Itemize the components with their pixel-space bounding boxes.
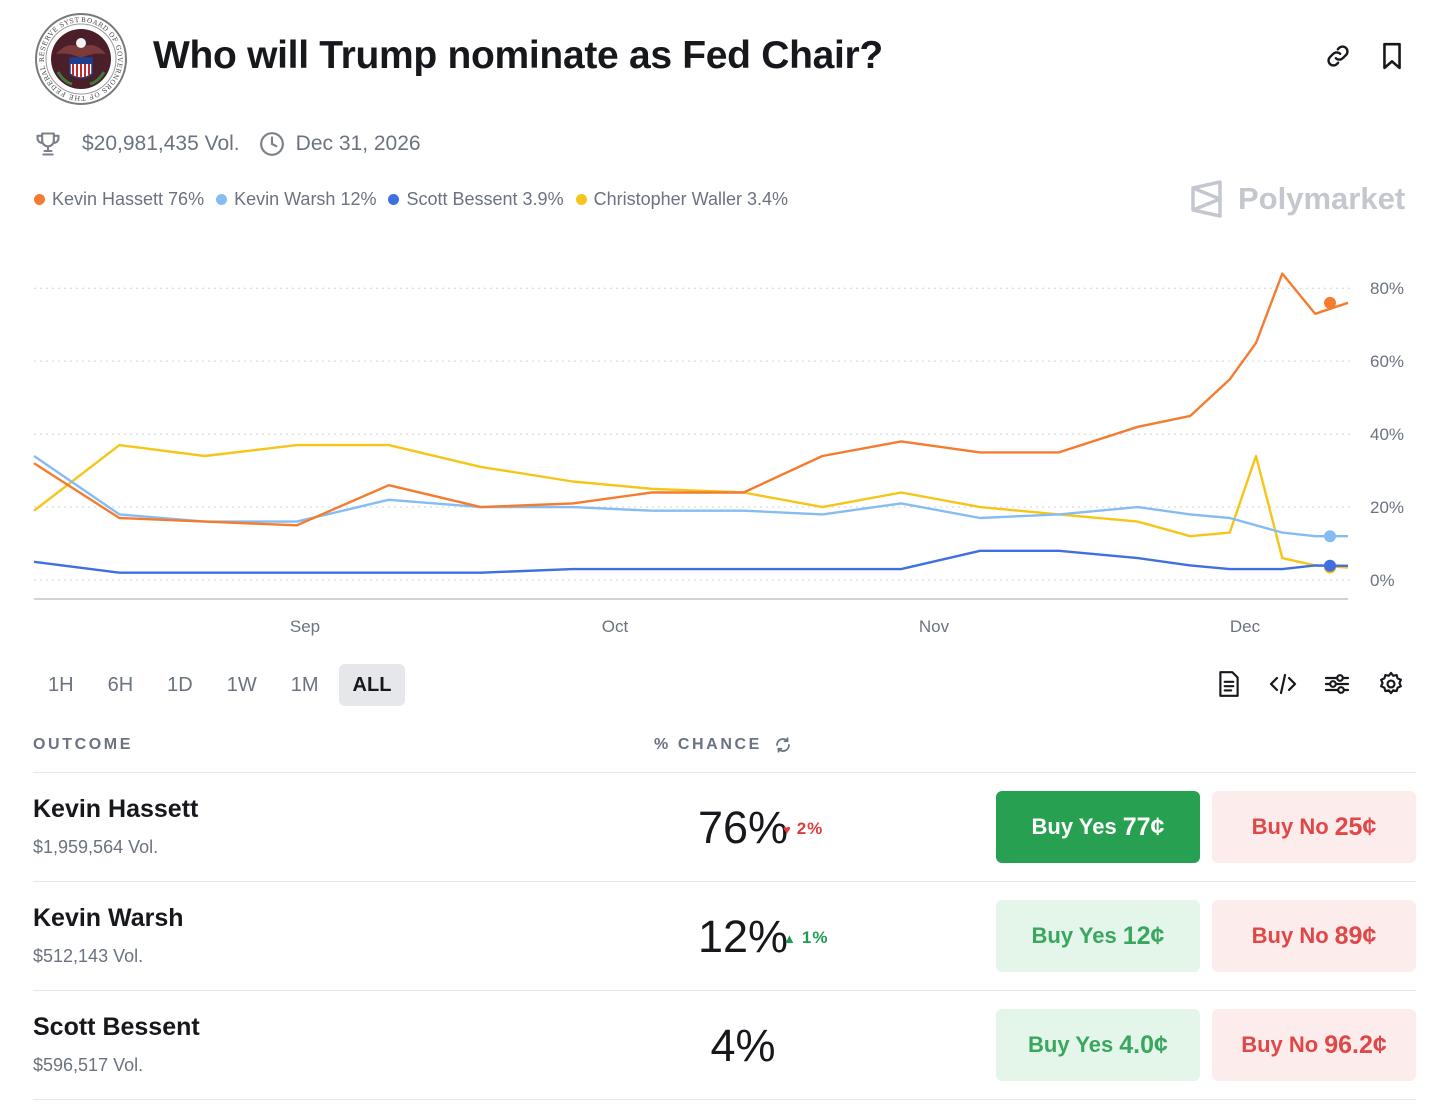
buy-yes-button[interactable]: Buy Yes 4.0¢ — [996, 1009, 1200, 1081]
legend-label: Kevin Hassett 76% — [52, 189, 205, 209]
series-endpoint-scott-bessent — [1324, 559, 1336, 572]
polymarket-logo-icon — [1191, 180, 1222, 218]
chance-change-value: 2% — [796, 819, 824, 838]
range-6h-button[interactable]: 6H — [107, 674, 134, 696]
legend-label: Scott Bessent 3.9% — [406, 189, 564, 209]
end-date: Dec 31, 2026 — [295, 132, 421, 155]
outcome-column-header: OUTCOME — [33, 736, 133, 753]
buy-yes-price: 4.0¢ — [1119, 1030, 1168, 1059]
outcome-chance: 76% — [697, 802, 789, 853]
y-tick-label: 40% — [1370, 425, 1404, 444]
legend-label: Christopher Waller 3.4% — [593, 189, 788, 209]
chart-legend: Kevin Hassett 76% Kevin Warsh 12% Scott … — [34, 189, 800, 210]
buy-no-button[interactable]: Buy No 89¢ — [1212, 900, 1416, 972]
x-tick-label: Nov — [919, 617, 950, 636]
buy-yes-label: Buy Yes — [1028, 1032, 1114, 1057]
legend-dot — [388, 194, 400, 205]
buy-no-price: 25¢ — [1334, 812, 1377, 841]
sliders-icon[interactable] — [1322, 668, 1352, 700]
buy-yes-label: Buy Yes — [1031, 814, 1117, 839]
price-chart[interactable]: 80% 60% 40% 20% 0% Sep Oct Nov Dec — [0, 260, 1440, 650]
outcome-volume: $512,143 Vol. — [33, 946, 144, 966]
polymarket-watermark: Polymarket — [1190, 180, 1405, 218]
clock-icon — [258, 130, 286, 158]
legend-item: Scott Bessent 3.9% — [388, 189, 564, 210]
buy-yes-price: 12¢ — [1122, 921, 1165, 950]
legend-label: Kevin Warsh 12% — [234, 189, 377, 209]
copy-link-icon[interactable] — [1324, 42, 1352, 70]
buy-no-label: Buy No — [1251, 814, 1329, 839]
heart-down-icon: ♥ — [783, 821, 792, 837]
x-tick-label: Sep — [290, 617, 320, 636]
bookmark-icon[interactable] — [1378, 42, 1406, 70]
settings-gear-icon[interactable] — [1376, 668, 1406, 700]
document-icon[interactable] — [1214, 668, 1244, 700]
y-tick-label: 20% — [1370, 498, 1404, 517]
outcome-chance: 4% — [710, 1020, 776, 1071]
outcome-chance: 12% — [697, 911, 789, 962]
federal-reserve-logo: BOARD OF GOVERNORS OF THE FEDERAL RESERV… — [30, 6, 128, 106]
page-header: BOARD OF GOVERNORS OF THE FEDERAL RESERV… — [30, 6, 1416, 105]
buy-no-label: Buy No — [1251, 923, 1329, 948]
buy-no-button[interactable]: Buy No 96.2¢ — [1212, 1009, 1416, 1081]
range-1d-button[interactable]: 1D — [167, 674, 193, 696]
buy-no-label: Buy No — [1241, 1032, 1319, 1057]
legend-item: Kevin Warsh 12% — [216, 189, 376, 210]
outcome-name: Kevin Warsh — [33, 904, 184, 932]
x-tick-label: Oct — [602, 617, 629, 636]
embed-code-icon[interactable] — [1268, 668, 1298, 700]
buy-yes-button[interactable]: Buy Yes 12¢ — [996, 900, 1200, 972]
brand-name: Polymarket — [1238, 181, 1406, 216]
series-line-christopher-waller — [33, 443, 1349, 569]
chance-change-value: 1% — [801, 928, 829, 947]
buy-yes-price: 77¢ — [1122, 812, 1165, 841]
range-1w-button[interactable]: 1W — [226, 674, 257, 696]
triangle-up-icon: ▲ — [783, 930, 797, 946]
legend-dot — [575, 194, 587, 205]
trophy-icon — [34, 130, 62, 158]
outcome-row-scott-bessent[interactable]: Scott Bessent $596,517 Vol. 4% Buy Yes 4… — [33, 990, 1416, 1099]
chance-change-badge: ♥ 2% — [783, 819, 823, 839]
x-tick-label: Dec — [1230, 617, 1261, 636]
legend-dot — [216, 194, 228, 205]
range-all-button[interactable]: ALL — [338, 664, 406, 706]
buy-no-button[interactable]: Buy No 25¢ — [1212, 791, 1416, 863]
time-range-selector: 1H 6H 1D 1W 1M ALL — [34, 664, 411, 706]
refresh-icon — [776, 737, 790, 753]
outcome-name: Scott Bessent — [33, 1013, 200, 1041]
legend-dot — [34, 194, 45, 205]
y-tick-label: 0% — [1370, 571, 1395, 590]
range-1m-button[interactable]: 1M — [290, 674, 319, 696]
series-line-scott-bessent — [33, 549, 1349, 574]
y-tick-label: 60% — [1370, 352, 1404, 371]
buy-yes-label: Buy Yes — [1031, 923, 1117, 948]
chance-column-label: % CHANCE — [654, 736, 762, 753]
chart-svg[interactable]: 80% 60% 40% 20% 0% Sep Oct Nov Dec — [0, 260, 1440, 650]
total-volume: $20,981,435 Vol. — [82, 132, 240, 155]
chart-tools — [1214, 668, 1430, 700]
table-divider — [33, 1099, 1416, 1100]
outcome-row-kevin-hassett[interactable]: Kevin Hassett $1,959,564 Vol. 76% ♥ 2% B… — [33, 772, 1416, 881]
range-1h-button[interactable]: 1H — [48, 674, 74, 696]
buy-no-price: 89¢ — [1334, 921, 1377, 950]
y-tick-label: 80% — [1370, 279, 1404, 298]
chance-column-header: % CHANCE — [654, 736, 792, 754]
page-title: Who will Trump nominate as Fed Chair? — [153, 34, 883, 77]
outcome-volume: $1,959,564 Vol. — [33, 837, 159, 857]
series-endpoint-kevin-warsh — [1324, 530, 1336, 543]
buy-no-price: 96.2¢ — [1324, 1030, 1387, 1059]
legend-item: Christopher Waller 3.4% — [575, 189, 788, 210]
outcome-volume: $596,517 Vol. — [33, 1055, 144, 1075]
series-line-kevin-hassett — [33, 272, 1349, 527]
outcome-row-kevin-warsh[interactable]: Kevin Warsh $512,143 Vol. 12% ▲ 1% Buy Y… — [33, 881, 1416, 990]
outcome-name: Kevin Hassett — [33, 795, 199, 823]
buy-yes-button[interactable]: Buy Yes 77¢ — [996, 791, 1200, 863]
market-meta: $20,981,435 Vol. Dec 31, 2026 — [34, 128, 421, 160]
chance-change-badge: ▲ 1% — [783, 928, 828, 948]
series-endpoint-kevin-hassett — [1324, 296, 1336, 309]
legend-item: Kevin Hassett 76% — [34, 189, 204, 210]
